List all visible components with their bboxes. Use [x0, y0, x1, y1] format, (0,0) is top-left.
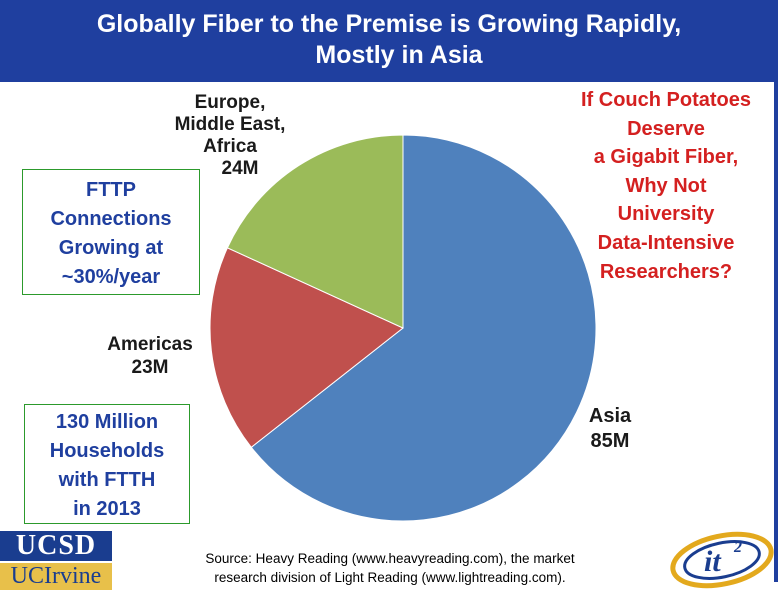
callout-line5: University: [617, 203, 715, 226]
emea-label-line1: Europe,: [194, 92, 266, 113]
right-edge-strip: [774, 82, 778, 582]
fttp-line1: FTTP: [86, 179, 136, 201]
fttp-growth-box: FTTP Connections Growing at ~30%/year: [22, 169, 200, 295]
asia-label-name: Asia: [588, 405, 632, 427]
callout-line4: Why Not: [625, 174, 707, 197]
asia-label-value: 85M: [590, 430, 630, 452]
ftth-line1: 130 Million: [55, 411, 159, 433]
slice-label-asia: Asia 85M: [560, 404, 660, 454]
ftth-line2: Households: [49, 440, 165, 462]
uc-irvine-logo: UCIrvine: [0, 563, 112, 590]
it2-logo-text: it: [704, 545, 722, 578]
fttp-line2: Connections: [50, 208, 172, 230]
emea-label-line3: Africa: [203, 136, 257, 157]
source-line2: research division of Light Reading (www.…: [214, 569, 566, 585]
it2-logo-superscript: 2: [733, 539, 742, 556]
title-bar: Globally Fiber to the Premise is Growing…: [0, 0, 778, 82]
ftth-households-box: 130 Million Households with FTTH in 2013: [24, 404, 190, 524]
slice-label-emea: Europe, Middle East, Africa 24M: [150, 92, 310, 180]
slice-label-americas: Americas 23M: [90, 333, 210, 379]
americas-label-name: Americas: [107, 334, 193, 355]
callout-line1: If Couch Potatoes: [580, 89, 751, 111]
title-line-2: Mostly in Asia: [315, 41, 483, 69]
pie-slice-americas: [209, 247, 404, 449]
callout-line2: Deserve: [627, 117, 705, 140]
callout-line7: Researchers?: [599, 260, 733, 283]
emea-label-value: 24M: [221, 158, 259, 179]
source-citation: Source: Heavy Reading (www.heavyreading.…: [120, 550, 660, 587]
americas-label-value: 23M: [131, 357, 169, 378]
ftth-line3: with FTTH: [58, 469, 156, 491]
fttp-line4: ~30%/year: [61, 266, 161, 288]
callout-line3: a Gigabit Fiber,: [593, 146, 739, 169]
pie-slice-europe-middle-east-africa: [226, 134, 404, 329]
pie-slices: [209, 134, 597, 522]
title-line-1: Globally Fiber to the Premise is Growing…: [96, 10, 682, 38]
fttp-line3: Growing at: [58, 237, 164, 259]
it2-logo: it 2: [670, 531, 774, 589]
couch-potatoes-callout: If Couch Potatoes Deserve a Gigabit Fibe…: [558, 86, 774, 286]
ftth-line4: in 2013: [73, 498, 141, 520]
emea-label-line2: Middle East,: [174, 114, 286, 135]
pie-slice-asia: [250, 134, 597, 522]
source-line1: Source: Heavy Reading (www.heavyreading.…: [205, 551, 575, 566]
ucsd-logo: UCSD: [0, 531, 112, 561]
callout-line6: Data-Intensive: [597, 231, 735, 254]
